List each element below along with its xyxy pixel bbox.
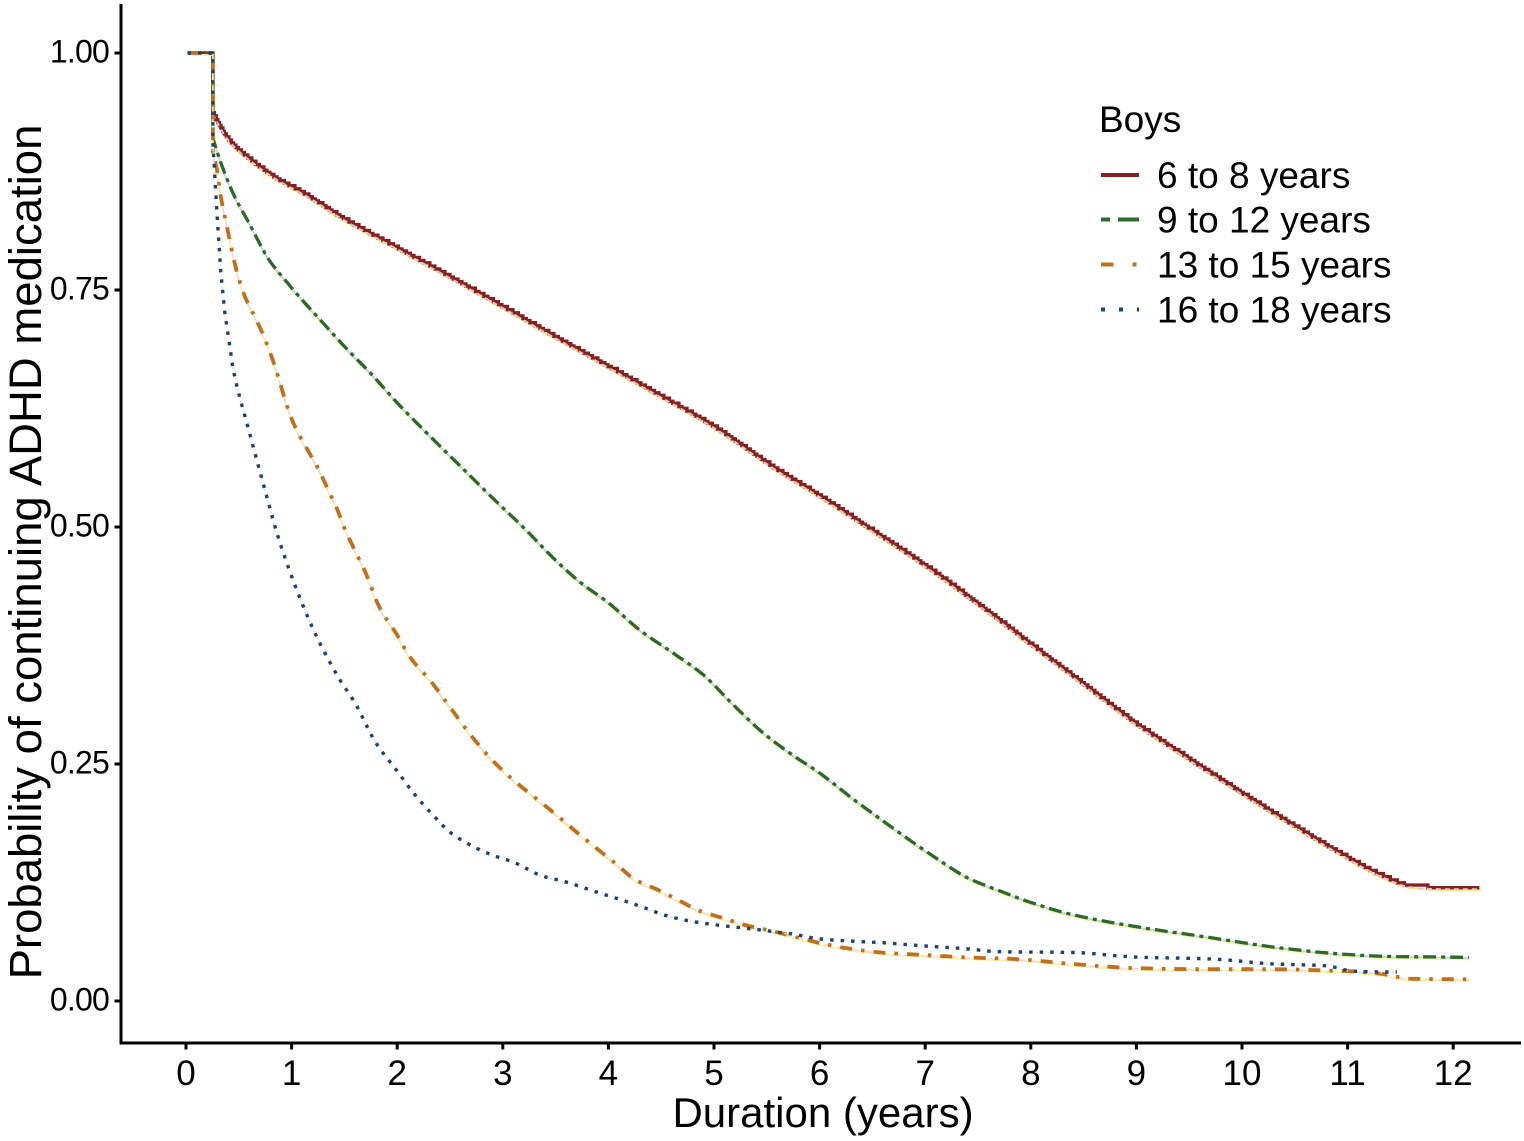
svg-text:10: 10 — [1223, 1054, 1262, 1093]
svg-text:4: 4 — [599, 1054, 618, 1093]
svg-text:13 to 15 years: 13 to 15 years — [1157, 245, 1391, 286]
svg-text:0.50: 0.50 — [50, 508, 109, 544]
svg-text:7: 7 — [915, 1054, 934, 1093]
svg-text:6: 6 — [810, 1054, 829, 1093]
svg-text:9 to 12 years: 9 to 12 years — [1157, 200, 1371, 241]
svg-text:12: 12 — [1434, 1054, 1473, 1093]
svg-text:Duration (years): Duration (years) — [672, 1089, 973, 1136]
svg-text:Probability of continuing ADHD: Probability of continuing ADHD medicatio… — [0, 125, 51, 980]
svg-text:0: 0 — [176, 1054, 195, 1093]
svg-text:0.00: 0.00 — [50, 982, 109, 1018]
svg-text:2: 2 — [387, 1054, 406, 1093]
svg-text:Boys: Boys — [1099, 99, 1181, 140]
svg-text:0.75: 0.75 — [50, 271, 109, 307]
svg-text:0.25: 0.25 — [50, 745, 109, 781]
svg-text:6 to 8 years: 6 to 8 years — [1157, 155, 1350, 196]
svg-text:16 to 18 years: 16 to 18 years — [1157, 290, 1391, 331]
svg-text:3: 3 — [493, 1054, 512, 1093]
svg-text:11: 11 — [1329, 1054, 1365, 1093]
svg-text:5: 5 — [704, 1054, 723, 1093]
svg-text:1: 1 — [282, 1054, 301, 1093]
svg-text:9: 9 — [1127, 1054, 1146, 1093]
svg-text:1.00: 1.00 — [50, 34, 109, 70]
svg-text:8: 8 — [1021, 1054, 1040, 1093]
